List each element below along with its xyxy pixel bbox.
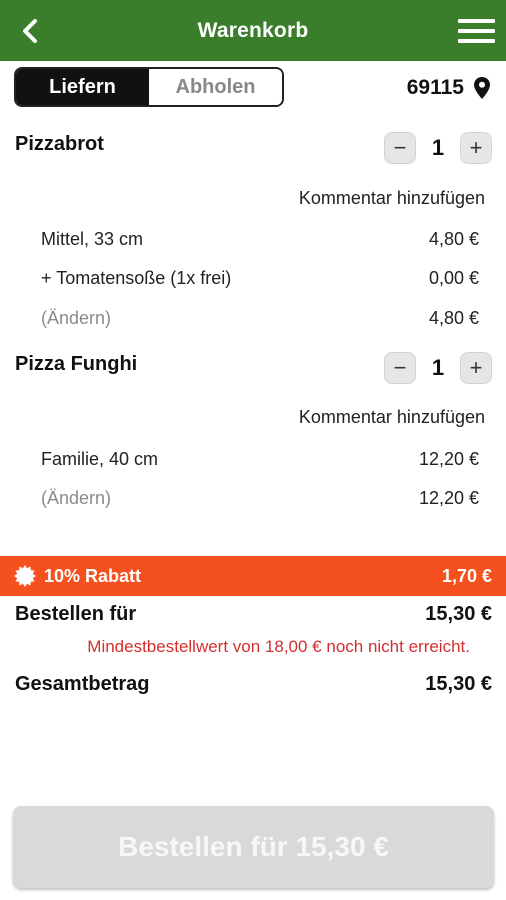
discount-label: 10% Rabatt [44, 565, 142, 586]
decrease-button[interactable]: − [384, 352, 416, 384]
increase-button[interactable]: + [460, 352, 492, 384]
hamburger-icon [457, 19, 495, 23]
cart-item-line: (Ändern) 12,20 € [41, 487, 479, 508]
quantity-stepper: − 1 + [384, 132, 492, 164]
decrease-button[interactable]: − [384, 132, 416, 164]
tab-liefern[interactable]: Liefern [16, 69, 149, 105]
cart-item-line: (Ändern) 4,80 € [41, 307, 479, 328]
edit-item-link[interactable]: (Ändern) [41, 307, 112, 328]
page-title: Warenkorb [197, 19, 309, 42]
discount-amount: 1,70 € [441, 565, 492, 586]
discount-banner: 10% Rabatt 1,70 € [0, 556, 506, 596]
cart-item-line: Mittel, 33 cm 4,80 € [41, 228, 479, 249]
quantity-value: 1 [431, 135, 445, 160]
place-order-button[interactable]: Bestellen für 15,30 € [13, 806, 494, 888]
quantity-value: 1 [431, 355, 445, 380]
order-subtotal-row: Bestellen für 15,30 € [15, 602, 492, 625]
zip-code: 69115 [406, 76, 464, 99]
tab-abholen[interactable]: Abholen [149, 69, 282, 105]
back-button[interactable] [12, 14, 48, 48]
plus-icon: + [469, 355, 483, 380]
minimum-order-warning: Mindestbestellwert von 18,00 € noch nich… [87, 637, 470, 656]
badge-icon [14, 565, 36, 587]
cart-item-name: Pizza Funghi [15, 353, 138, 375]
increase-button[interactable]: + [460, 132, 492, 164]
edit-item-link[interactable]: (Ändern) [41, 487, 112, 508]
cart-item-line: + Tomatensoße (1x frei) 0,00 € [41, 267, 479, 288]
minus-icon: − [393, 135, 407, 160]
add-comment-link[interactable]: Kommentar hinzufügen [298, 188, 485, 208]
chevron-left-icon [23, 19, 37, 43]
map-pin-icon [474, 77, 490, 99]
add-comment-link[interactable]: Kommentar hinzufügen [298, 407, 485, 427]
menu-button[interactable] [456, 14, 496, 48]
app-bar: Warenkorb [0, 0, 506, 61]
delivery-mode-toggle: Liefern Abholen [14, 67, 284, 107]
cart-item-line: Familie, 40 cm 12,20 € [41, 448, 479, 469]
location-selector[interactable]: 69115 [407, 70, 490, 106]
minus-icon: − [393, 355, 407, 380]
total-row: Gesamtbetrag 15,30 € [15, 672, 492, 695]
cart-item-name: Pizzabrot [15, 133, 104, 155]
plus-icon: + [469, 135, 483, 160]
quantity-stepper: − 1 + [384, 352, 492, 384]
